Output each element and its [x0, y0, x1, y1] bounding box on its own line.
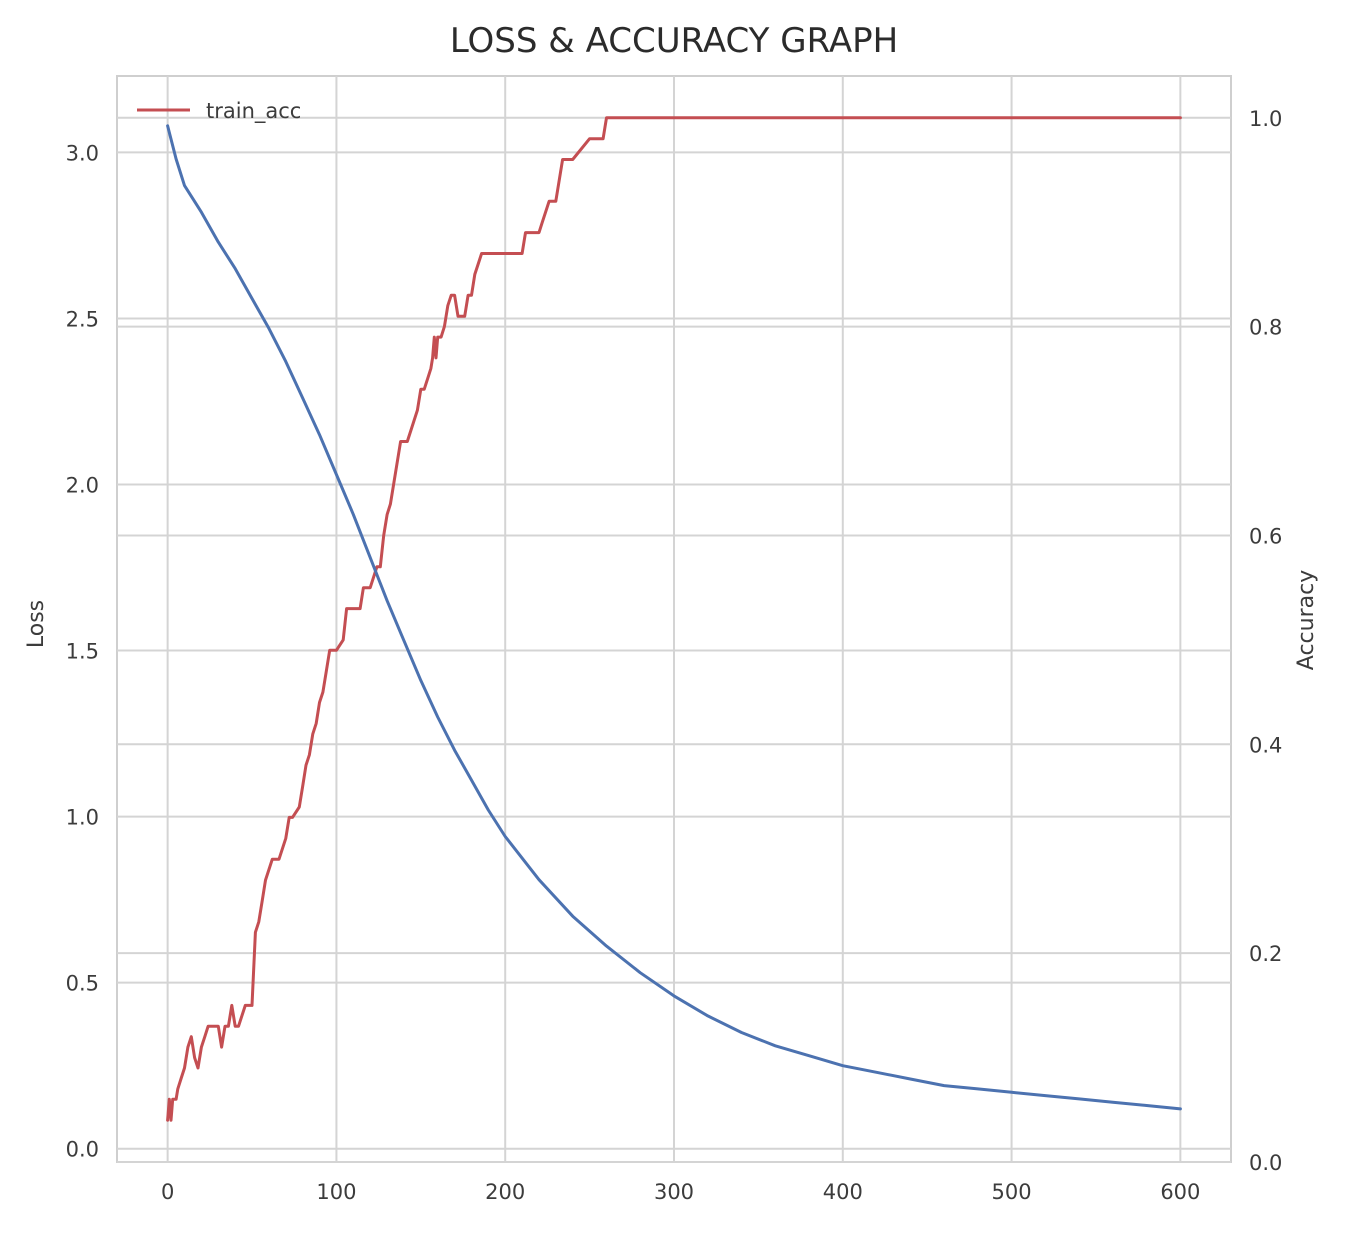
y-right-tick-label: 1.0 — [1249, 107, 1282, 131]
y-right-tick-label: 0.2 — [1249, 942, 1282, 966]
series-line-train-acc — [166, 116, 1182, 1122]
y-right-tick-label: 0.4 — [1249, 733, 1282, 757]
y-right-tick-label: 0.8 — [1249, 316, 1282, 340]
y-left-tick-label: 0.0 — [66, 1138, 99, 1162]
x-tick-label: 100 — [316, 1180, 356, 1204]
x-tick-label: 500 — [992, 1180, 1032, 1204]
x-tick-label: 300 — [654, 1180, 694, 1204]
series-lines — [166, 116, 1182, 1122]
y-left-axis-title: Loss — [24, 600, 49, 648]
x-tick-label: 0 — [161, 1180, 174, 1204]
y-left-tick-label: 2.5 — [66, 307, 99, 331]
y-left-tick-label: 0.5 — [66, 972, 99, 996]
y-right-axis-title: Accuracy — [1294, 570, 1319, 670]
y-left-tick-label: 1.5 — [66, 640, 99, 664]
series-line-loss — [166, 124, 1182, 1111]
tick-labels: 0 100 200 300 400 500 600 0.0 0.5 1.0 1.5 2.0 2.5 3.0… — [66, 107, 1283, 1204]
legend-label-train-acc: train_acc — [206, 99, 301, 124]
chart-title: LOSS & ACCURACY GRAPH — [450, 21, 898, 61]
grid-lines — [117, 76, 1231, 1163]
x-tick-label: 400 — [823, 1180, 863, 1204]
y-left-tick-label: 1.0 — [66, 806, 99, 830]
y-right-tick-label: 0.6 — [1249, 524, 1282, 548]
y-right-tick-label: 0.0 — [1249, 1151, 1282, 1175]
y-left-tick-label: 3.0 — [66, 141, 99, 165]
y-left-tick-label: 2.0 — [66, 473, 99, 497]
legend: train_acc — [137, 99, 301, 124]
x-tick-label: 600 — [1160, 1180, 1200, 1204]
x-tick-label: 200 — [485, 1180, 525, 1204]
